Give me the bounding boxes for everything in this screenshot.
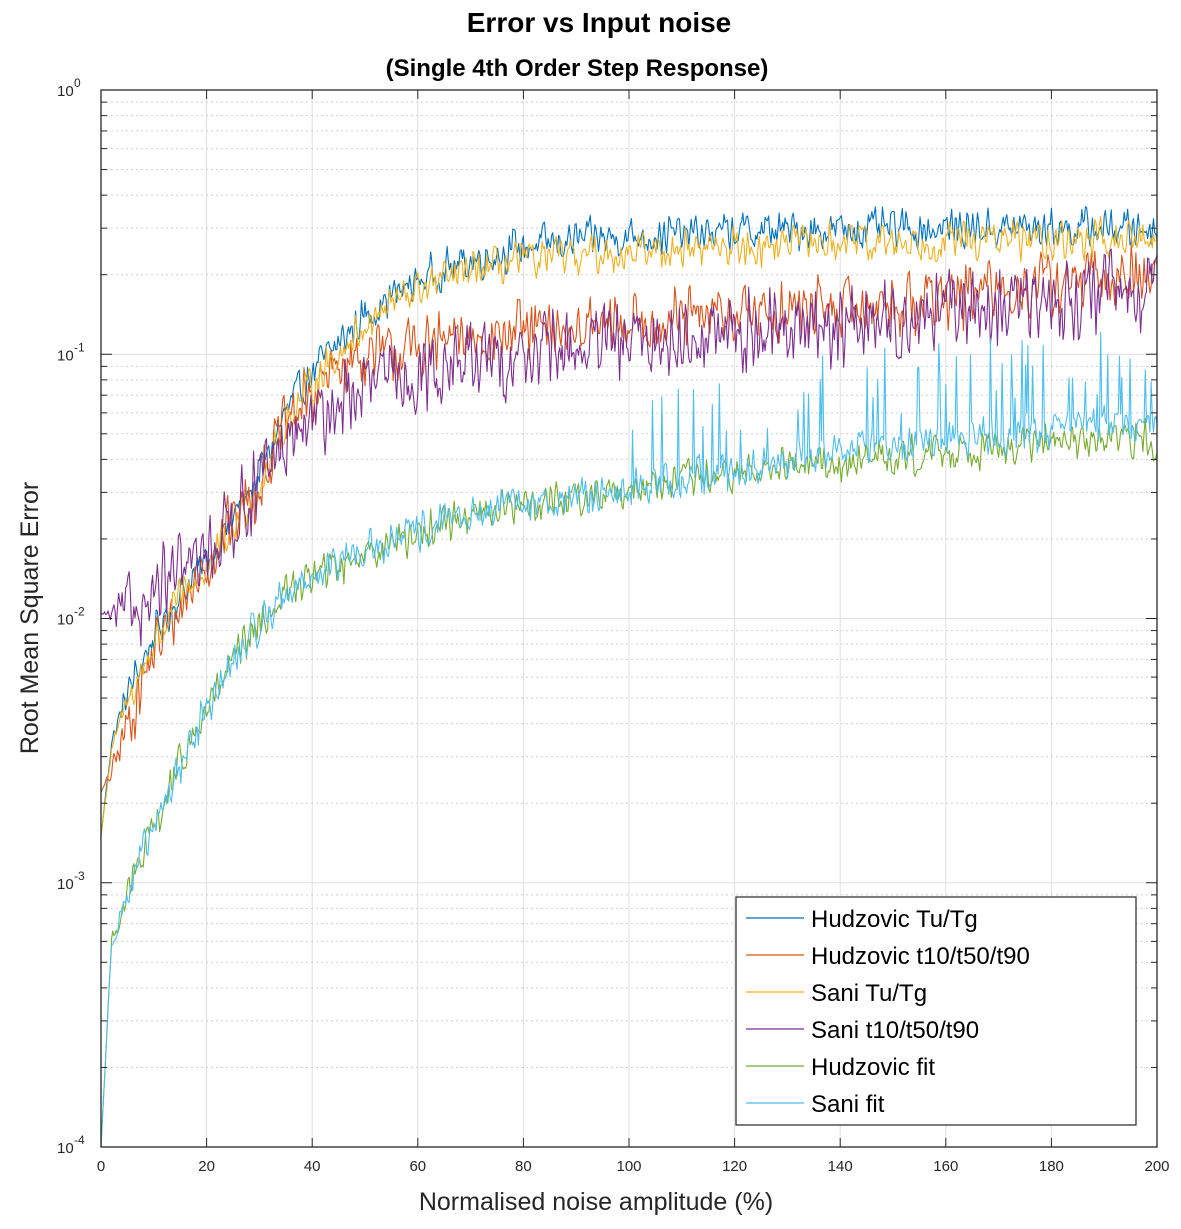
legend: Hudzovic Tu/Tg Hudzovic t10/t50/t90 Sani T… [735, 896, 1137, 1126]
y-tick-label-exponent: -3 [74, 869, 85, 883]
y-tick-label-base: 10 [57, 1140, 74, 1157]
series-line-3 [100, 248, 1158, 647]
legend-label: Hudzovic fit [811, 1054, 935, 1081]
y-tick-label-exponent: -2 [74, 605, 85, 619]
x-tick-label: 40 [304, 1158, 321, 1175]
y-tick-label-exponent: -4 [74, 1133, 85, 1147]
y-tick-label-exponent: -1 [74, 340, 85, 354]
x-tick-label: 120 [722, 1158, 747, 1175]
legend-label: Hudzovic Tu/Tg [811, 906, 978, 933]
y-tick-label-base: 10 [57, 347, 74, 364]
x-tick-label: 20 [198, 1158, 215, 1175]
y-axis-label: Root Mean Square Error [16, 482, 44, 754]
x-axis-label: Normalised noise amplitude (%) [419, 1188, 773, 1216]
chart-subtitle: (Single 4th Order Step Response) [386, 55, 769, 82]
series-line-5 [100, 331, 1158, 1148]
x-tick-label: 100 [616, 1158, 641, 1175]
x-tick-label: 200 [1144, 1158, 1169, 1175]
x-tick-label: 60 [409, 1158, 426, 1175]
x-tick-label: 140 [828, 1158, 853, 1175]
chart-title: Error vs Input noise [467, 7, 732, 38]
x-tick-label: 180 [1039, 1158, 1064, 1175]
series-layer [100, 206, 1158, 1148]
x-tick-label: 160 [933, 1158, 958, 1175]
legend-label: Sani Tu/Tg [811, 980, 927, 1007]
y-tick-label-base: 10 [57, 876, 74, 893]
y-tick-label-base: 10 [57, 612, 74, 629]
series-line-1 [100, 244, 1158, 793]
legend-box [735, 896, 1137, 1126]
y-tick-label-base: 10 [57, 83, 74, 100]
legend-label: Sani fit [811, 1091, 885, 1118]
legend-label: Hudzovic t10/t50/t90 [811, 943, 1030, 970]
x-tick-label: 0 [97, 1158, 105, 1175]
series-line-4 [100, 417, 1158, 1148]
y-tick-label-exponent: 0 [74, 76, 81, 90]
x-tick-label: 80 [515, 1158, 532, 1175]
legend-label: Sani t10/t50/t90 [811, 1017, 979, 1044]
